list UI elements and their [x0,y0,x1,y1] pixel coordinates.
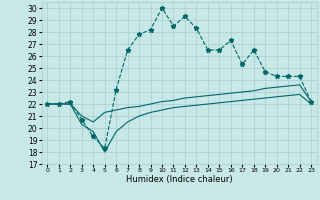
X-axis label: Humidex (Indice chaleur): Humidex (Indice chaleur) [126,175,233,184]
